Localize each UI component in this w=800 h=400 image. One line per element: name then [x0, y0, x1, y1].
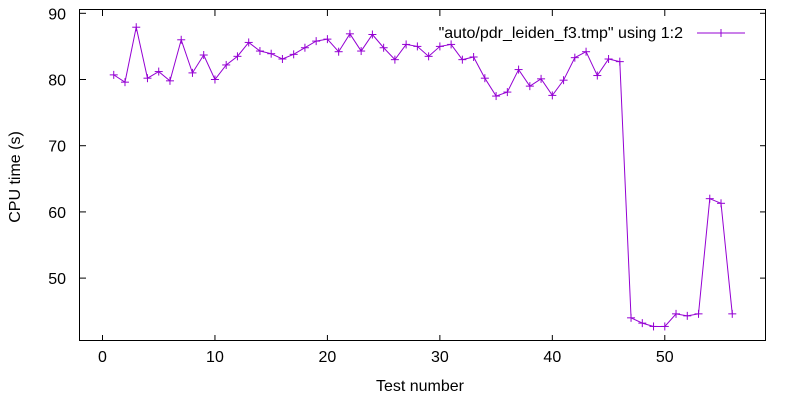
legend-label: "auto/pdr_leiden_f3.tmp" using 1:2 [439, 25, 684, 42]
data-point [334, 47, 343, 56]
series-layer [109, 23, 737, 331]
data-point [728, 309, 737, 318]
data-point [390, 55, 399, 64]
x-tick-label: 50 [656, 349, 674, 366]
y-tick-label: 70 [48, 139, 66, 156]
data-point [492, 92, 501, 101]
data-point [222, 60, 231, 69]
data-point [244, 38, 253, 47]
data-point [593, 71, 602, 80]
x-axis-title: Test number [376, 378, 465, 395]
data-point [480, 74, 489, 83]
data-point [582, 47, 591, 56]
data-point [503, 88, 512, 97]
data-point [345, 29, 354, 38]
data-point [683, 311, 692, 320]
data-point [672, 309, 681, 318]
data-point [368, 30, 377, 39]
data-point [570, 53, 579, 62]
data-point [357, 47, 366, 56]
data-point [154, 67, 163, 76]
data-point [199, 51, 208, 60]
data-point [188, 68, 197, 77]
data-point [717, 199, 726, 208]
y-axis: 50 60 70 80 90 [48, 6, 766, 288]
data-point [413, 42, 422, 51]
data-point [705, 194, 714, 203]
x-tick-label: 10 [206, 349, 224, 366]
data-point [267, 49, 276, 58]
y-tick-label: 60 [48, 205, 66, 222]
data-point [379, 43, 388, 52]
data-point [627, 313, 636, 322]
plot-frame [79, 9, 766, 341]
data-point [548, 91, 557, 100]
data-point [615, 57, 624, 66]
x-axis: 0 10 20 30 40 50 [98, 10, 674, 366]
data-point [177, 35, 186, 44]
data-point [132, 23, 141, 32]
data-point [312, 37, 321, 46]
data-point [514, 65, 523, 74]
data-point [323, 35, 332, 44]
legend: "auto/pdr_leiden_f3.tmp" using 1:2 [439, 25, 745, 42]
data-point [559, 76, 568, 85]
x-tick-label: 0 [98, 349, 107, 366]
data-point [424, 52, 433, 61]
data-point [255, 47, 264, 56]
data-point [694, 309, 703, 318]
data-point [143, 74, 152, 83]
data-point [537, 74, 546, 83]
data-point [435, 42, 444, 51]
y-axis-title: CPU time (s) [7, 131, 24, 223]
x-tick-label: 30 [431, 349, 449, 366]
data-point [109, 70, 118, 79]
data-point [402, 40, 411, 49]
data-point [278, 54, 287, 63]
x-tick-label: 20 [319, 349, 337, 366]
data-point [289, 50, 298, 59]
data-point [525, 82, 534, 91]
data-point [649, 322, 658, 331]
data-point [638, 319, 647, 328]
legend-marker [717, 29, 725, 37]
y-tick-label: 90 [48, 6, 66, 23]
data-point [300, 43, 309, 52]
legend-marker-plus [717, 29, 725, 37]
data-point [233, 52, 242, 61]
data-point [469, 53, 478, 62]
data-point [458, 55, 467, 64]
data-point [604, 54, 613, 63]
data-point [210, 75, 219, 84]
data-point [165, 76, 174, 85]
series-line [113, 27, 733, 327]
data-point [120, 78, 129, 87]
data-point [447, 40, 456, 49]
x-tick-label: 40 [543, 349, 561, 366]
y-tick-label: 50 [48, 271, 66, 288]
y-tick-label: 80 [48, 73, 66, 90]
data-point [660, 322, 669, 331]
